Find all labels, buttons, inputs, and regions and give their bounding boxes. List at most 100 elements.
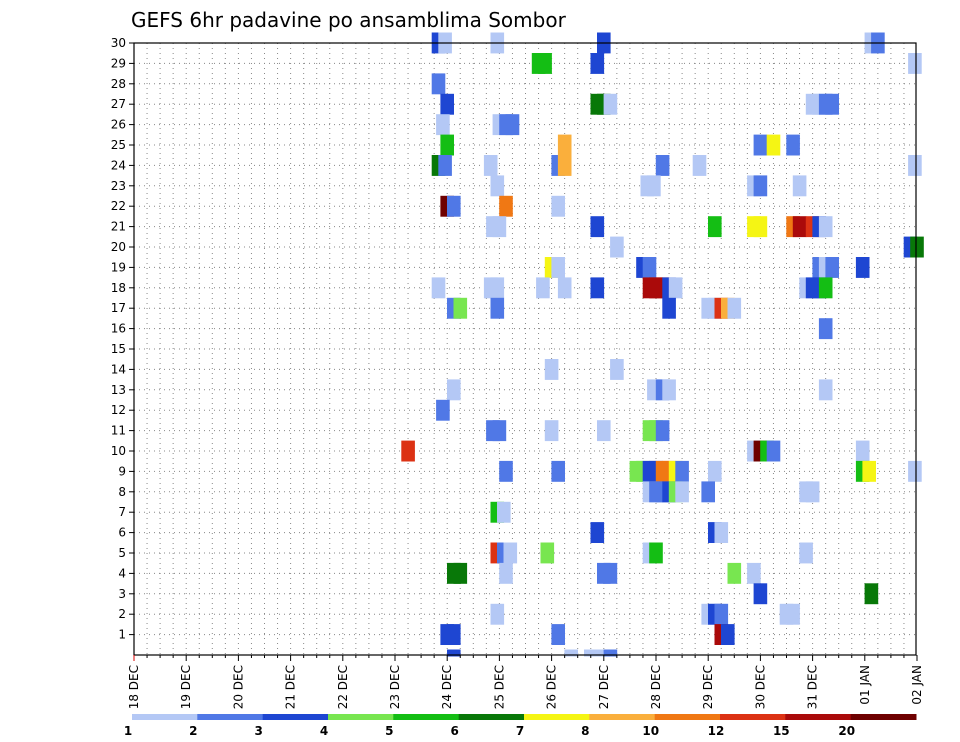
data-cell [655, 420, 670, 442]
data-cell [590, 277, 605, 299]
data-cell [590, 216, 605, 238]
data-cell [864, 583, 879, 605]
y-tick-label: 14 [111, 362, 126, 376]
data-cell [647, 175, 661, 197]
data-cell [490, 175, 505, 197]
legend-label: 2 [189, 724, 197, 738]
y-tick-label: 30 [111, 36, 126, 50]
x-tick-label: 21 DEC [284, 665, 298, 709]
data-cells [401, 32, 924, 657]
data-cell [551, 624, 565, 645]
x-tick-label: 28 DEC [649, 665, 663, 709]
data-cell [818, 216, 833, 238]
data-cell [708, 460, 722, 482]
y-tick-label: 24 [111, 158, 126, 172]
legend-label: 5 [385, 724, 393, 738]
data-cell [557, 155, 572, 176]
legend-label: 1 [124, 724, 132, 738]
data-cell [540, 542, 555, 564]
y-tick-label: 17 [111, 301, 126, 315]
data-cell [675, 460, 689, 482]
data-cell [436, 399, 450, 421]
x-tick-label: 01 JAN [858, 665, 872, 705]
data-cell [766, 440, 781, 462]
data-cell [701, 481, 715, 503]
y-tick-label: 20 [111, 240, 126, 254]
data-cell [544, 359, 559, 380]
y-tick-label: 18 [111, 281, 126, 295]
y-tick-label: 23 [111, 179, 126, 193]
data-cell [714, 603, 729, 625]
x-tick-label: 18 DEC [127, 665, 141, 709]
legend-swatch [393, 714, 460, 720]
y-tick-label: 8 [118, 485, 126, 499]
data-cell [753, 583, 768, 605]
y-tick-label: 29 [111, 56, 126, 70]
legend-swatch [262, 714, 329, 720]
data-cell [642, 257, 657, 278]
x-tick-label: 25 DEC [492, 665, 506, 709]
data-cell [447, 379, 461, 401]
data-cell [610, 359, 624, 380]
x-tick-label: 30 DEC [753, 665, 767, 709]
legend-label: 12 [708, 724, 725, 738]
data-cell [692, 155, 707, 176]
legend-swatch [850, 714, 917, 720]
data-cell [727, 562, 742, 584]
data-cell [908, 460, 922, 482]
data-cell [805, 481, 820, 503]
color-legend: 1 2 3 4 5 6 7 8 10 12 15 20 [124, 714, 917, 738]
data-cell [714, 522, 729, 543]
data-cell [727, 297, 742, 319]
chart-title: GEFS 6hr padavine po ansamblima Sombor [131, 8, 567, 32]
data-cell [503, 542, 518, 564]
legend-label: 7 [516, 724, 524, 738]
legend-label: 15 [773, 724, 790, 738]
data-cell [447, 649, 461, 657]
y-tick-label: 13 [111, 383, 126, 397]
legend-label: 6 [451, 724, 459, 738]
data-cell [483, 155, 498, 176]
data-cell [490, 603, 505, 625]
data-cell [557, 277, 572, 299]
legend-swatch [589, 714, 656, 720]
data-cell [497, 501, 511, 523]
data-cell [551, 257, 565, 278]
y-tick-label: 2 [118, 607, 126, 621]
y-tick-label: 11 [111, 424, 126, 438]
data-cell [603, 562, 618, 584]
data-cell [668, 277, 683, 299]
data-cell [655, 155, 670, 176]
data-cell [825, 93, 839, 115]
legend-label: 4 [320, 724, 328, 738]
data-cell [786, 603, 800, 625]
data-cell [544, 420, 559, 442]
data-cell [818, 318, 833, 340]
y-tick-label: 4 [118, 566, 126, 580]
legend-swatch [458, 714, 525, 720]
y-tick-label: 7 [118, 505, 126, 519]
data-cell [499, 195, 513, 217]
data-cell [721, 624, 735, 645]
legend-swatch [654, 714, 721, 720]
x-tick-label: 31 DEC [806, 665, 820, 709]
data-cell [438, 155, 452, 176]
data-cell [610, 236, 624, 258]
data-cell [492, 216, 507, 238]
data-cell [792, 175, 807, 197]
data-cell [908, 53, 922, 74]
data-cell [792, 216, 807, 238]
y-tick-label: 12 [111, 403, 126, 417]
data-cell [447, 624, 461, 645]
data-cell [675, 481, 689, 503]
data-cell [855, 440, 870, 462]
data-cell [401, 440, 415, 462]
x-tick-label: 27 DEC [597, 665, 611, 709]
data-cell [538, 53, 552, 74]
data-cell [766, 134, 781, 156]
data-cell [753, 216, 768, 238]
data-cell [662, 297, 676, 319]
data-cell [564, 649, 578, 657]
